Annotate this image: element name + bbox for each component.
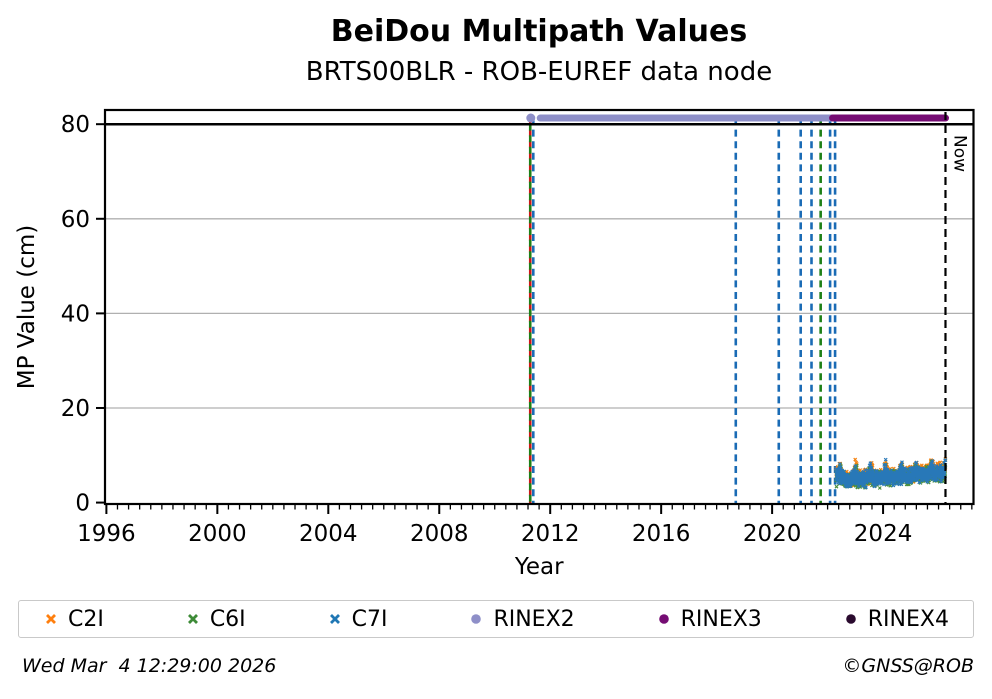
tick-labels: 1996 2000 2004 2008 2012 2016 2020 2024 0 20 40 60 8…: [61, 112, 913, 547]
legend-label: RINEX2: [493, 606, 575, 632]
legend-label: C7I: [351, 606, 388, 632]
chart-subtitle: BRTS00BLR - ROB-EUREF data node: [305, 57, 773, 87]
legend-item-rinex3: RINEX3: [656, 607, 762, 632]
legend-item-c2i: C2I: [43, 607, 104, 632]
svg-text:80: 80: [61, 112, 90, 138]
plot-border: [103, 108, 975, 506]
rinex4-marker-icon: [845, 614, 856, 624]
svg-text:2008: 2008: [410, 521, 469, 547]
gridlines: [105, 218, 974, 409]
svg-text:2004: 2004: [299, 521, 358, 547]
chart-title: BeiDou Multipath Values: [330, 14, 748, 49]
event-lines: [528, 118, 837, 503]
legend-label: RINEX3: [680, 606, 762, 632]
svg-text:2020: 2020: [743, 521, 802, 547]
svg-text:60: 60: [61, 207, 90, 233]
svg-text:2016: 2016: [632, 521, 691, 547]
legend-label: RINEX4: [867, 606, 949, 632]
c6i-marker-icon: [187, 614, 198, 624]
svg-text:2012: 2012: [521, 521, 580, 547]
svg-text:2000: 2000: [188, 521, 247, 547]
svg-text:0: 0: [75, 491, 90, 517]
svg-text:2024: 2024: [854, 521, 913, 547]
legend-item-rinex4: RINEX4: [843, 607, 949, 632]
plot-timestamp: Wed Mar 4 12:29:00 2026: [22, 655, 277, 677]
x-axis-label: Year: [514, 554, 564, 580]
c7i-marker-icon: [329, 614, 340, 624]
legend-item-c7i: C7I: [327, 606, 388, 632]
rinex3-marker-icon: [658, 614, 669, 624]
legend-box: C2I C6I C7I RINEX2 RINEX3 RINEX4: [18, 600, 974, 638]
svg-text:40: 40: [61, 301, 90, 327]
rinex2-marker-icon: [471, 614, 482, 624]
legend-label: C6I: [209, 606, 246, 632]
legend-item-rinex2: RINEX2: [468, 606, 575, 632]
copyright-credit: ©GNSS@ROB: [842, 655, 974, 677]
legend-label: C2I: [68, 606, 104, 632]
rinex-bars: [526, 113, 949, 123]
scatter-C7I: [834, 457, 948, 490]
svg-text:1996: 1996: [77, 521, 136, 547]
y-axis-label: MP Value (cm): [14, 225, 40, 390]
legend-item-c6i: C6I: [185, 607, 246, 632]
svg-text:20: 20: [61, 396, 90, 422]
now-label: Now: [949, 135, 969, 172]
c2i-marker-icon: [46, 614, 56, 624]
